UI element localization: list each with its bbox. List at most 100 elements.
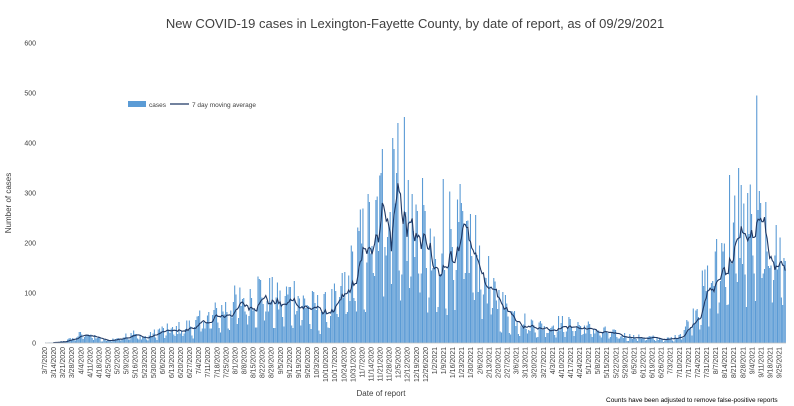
case-bar: [291, 325, 293, 343]
case-bar: [607, 333, 609, 343]
x-tick-label: 11/14/2020: [368, 347, 375, 382]
case-bar: [494, 281, 496, 343]
case-bar: [664, 340, 666, 343]
case-bar: [701, 270, 703, 343]
case-bar: [223, 314, 225, 343]
case-bar: [432, 268, 434, 343]
case-bar: [279, 290, 281, 343]
case-bar: [94, 335, 96, 343]
case-bar: [739, 258, 741, 343]
x-tick-label: 7/17/2021: [686, 347, 693, 378]
case-bar: [131, 335, 133, 343]
case-bar: [595, 329, 597, 343]
case-bar: [444, 270, 446, 343]
case-bar: [99, 337, 101, 343]
case-bar: [498, 290, 500, 343]
case-bar: [147, 340, 149, 343]
x-tick-label: 6/13/2020: [169, 347, 176, 378]
case-bar: [734, 195, 736, 343]
case-bar: [779, 237, 781, 343]
case-bar: [324, 292, 326, 343]
case-bar: [476, 255, 478, 343]
case-bar: [371, 246, 373, 343]
x-tick-label: 8/7/2021: [713, 347, 720, 374]
case-bar: [181, 331, 183, 343]
case-bar: [700, 325, 702, 343]
case-bar: [666, 337, 668, 343]
case-bar: [696, 309, 698, 343]
case-bar: [740, 185, 742, 343]
case-bar: [222, 311, 224, 343]
case-bar: [525, 329, 527, 343]
case-bar: [596, 332, 598, 343]
case-bar: [261, 297, 263, 343]
case-bar: [637, 341, 639, 343]
case-bar: [411, 194, 413, 343]
case-bar: [124, 337, 126, 343]
x-tick-label: 3/13/2021: [523, 347, 530, 378]
case-bar: [341, 273, 343, 343]
case-bar: [551, 326, 553, 343]
case-bar: [604, 326, 606, 343]
case-bar: [635, 339, 637, 343]
case-bar: [191, 335, 193, 343]
legend: cases 7 day moving average: [128, 101, 256, 109]
case-bar: [410, 276, 412, 343]
case-bar: [428, 297, 430, 343]
footnote: Counts have been adjusted to remove fals…: [606, 397, 778, 404]
case-bar: [735, 273, 737, 343]
case-bar: [583, 325, 586, 343]
x-tick-label: 10/3/2020: [314, 347, 321, 378]
case-bar: [555, 337, 557, 343]
case-bar: [160, 331, 162, 343]
case-bar: [582, 334, 584, 343]
case-bar: [497, 309, 499, 343]
case-bar: [148, 335, 150, 343]
case-bar: [642, 337, 644, 343]
case-bar: [260, 280, 262, 343]
case-bar: [783, 258, 785, 343]
case-bar: [262, 304, 264, 343]
case-bar: [143, 337, 145, 343]
case-bar: [600, 337, 602, 343]
case-bar: [186, 320, 188, 343]
case-bar: [535, 337, 538, 343]
x-tick-label: 12/5/2020: [396, 347, 403, 378]
case-bar: [760, 203, 762, 343]
case-bar: [722, 251, 724, 343]
case-bar: [79, 332, 82, 343]
case-bar: [563, 332, 565, 343]
case-bar: [206, 315, 209, 343]
case-bar: [108, 341, 110, 343]
case-bar: [214, 302, 216, 343]
case-bar: [468, 273, 470, 343]
x-tick-label: 1/30/2021: [468, 347, 475, 378]
case-bar: [337, 317, 339, 343]
case-bar: [89, 335, 91, 343]
x-tick-label: 10/31/2020: [350, 347, 357, 382]
case-bar: [661, 338, 663, 343]
case-bar: [710, 283, 712, 343]
case-bar: [385, 255, 387, 343]
case-bar: [453, 280, 455, 343]
case-bar: [389, 212, 391, 343]
case-bar: [646, 340, 648, 343]
case-bar: [752, 255, 754, 343]
case-bar: [339, 297, 341, 343]
case-bar: [429, 228, 431, 343]
case-bar: [275, 297, 277, 343]
case-bar: [631, 339, 633, 343]
x-tick-label: 6/19/2021: [650, 347, 657, 378]
case-bar: [374, 276, 376, 343]
case-bar: [420, 273, 422, 343]
case-bar: [144, 336, 146, 343]
case-bar: [64, 342, 66, 343]
case-bar: [164, 338, 166, 343]
case-bar: [184, 329, 187, 343]
case-bar: [121, 339, 123, 343]
case-bar: [72, 338, 74, 343]
case-bar: [126, 338, 128, 343]
case-bar: [620, 336, 622, 343]
case-bar: [248, 316, 250, 343]
case-bar: [692, 308, 694, 343]
